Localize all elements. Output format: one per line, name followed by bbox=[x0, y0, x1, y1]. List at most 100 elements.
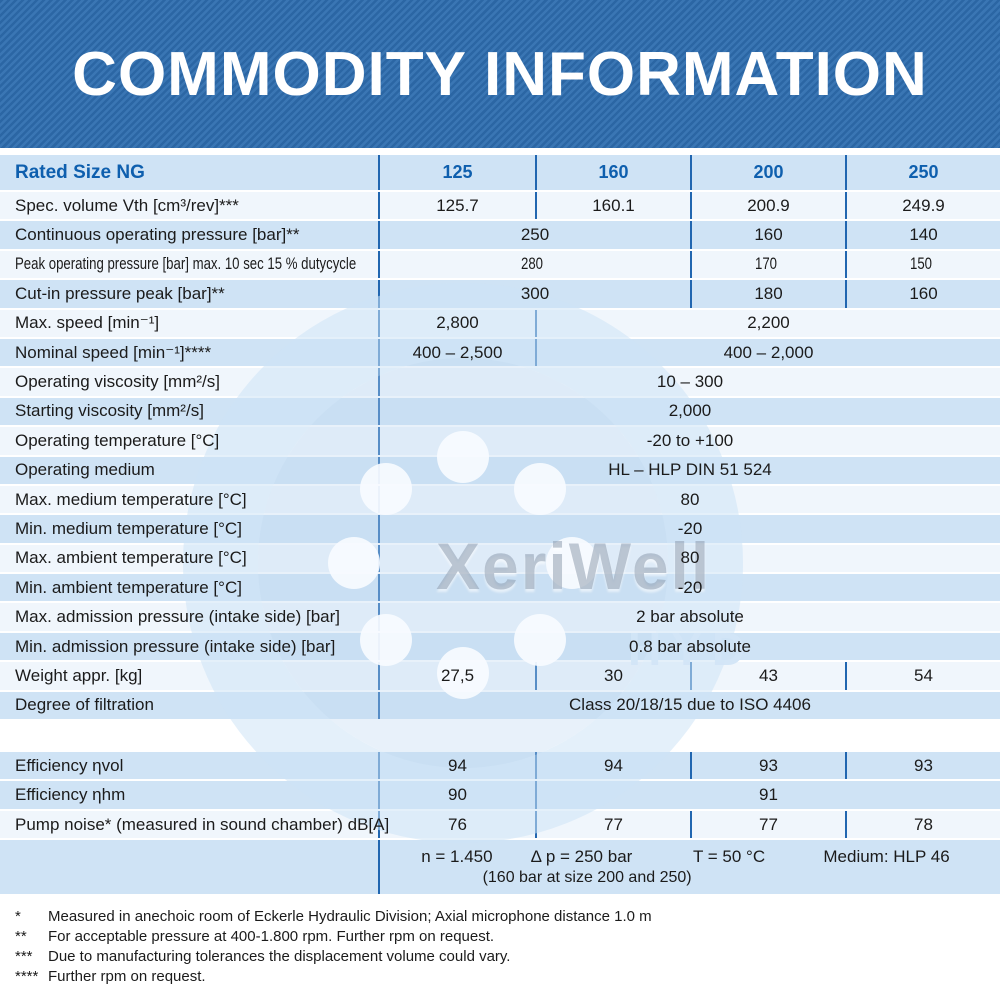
row-label-text: Min. ambient temperature [°C] bbox=[15, 577, 242, 597]
table-row: n = 1.450 Δ p = 250 bar T = 50 °C Medium: H… bbox=[0, 840, 1000, 897]
row-cells: 250 160 140 bbox=[378, 221, 1000, 249]
test-condition-value: T = 50 °C bbox=[692, 847, 766, 867]
footnote-marker: *** bbox=[15, 948, 33, 966]
cell-value-text: 250 bbox=[520, 225, 550, 245]
cell-value: 2,800 bbox=[380, 310, 535, 337]
column-header-text: 250 bbox=[908, 162, 939, 182]
row-label-text: Min. admission pressure (intake side) [b… bbox=[15, 636, 336, 656]
cell-value: 78 bbox=[845, 810, 1000, 839]
footnote: **** Further rpm on request. bbox=[15, 967, 1000, 987]
cell-value-text: 140 bbox=[909, 225, 938, 245]
footnote-marker: * bbox=[15, 908, 21, 926]
table-row: Efficiency ηvol 94 94 93 93 bbox=[0, 752, 1000, 782]
cell-value: 160.1 bbox=[535, 192, 690, 220]
cell-value: 250 bbox=[380, 221, 690, 248]
table-row: Max. admission pressure (intake side) [b… bbox=[0, 603, 1000, 633]
cell-value: 300 bbox=[380, 280, 690, 307]
table-row: Operating medium HL – HLP DIN 51 524 bbox=[0, 456, 1000, 486]
table-row: Pump noise* (measured in sound chamber) … bbox=[0, 810, 1000, 841]
cell-value-text: 400 – 2,500 bbox=[412, 342, 503, 362]
cell-value: 30 bbox=[535, 662, 690, 690]
title-banner: COMMODITY INFORMATION bbox=[0, 0, 1000, 148]
cell-value: 160 bbox=[690, 221, 845, 249]
row-label: Cut-in pressure peak [bar]** bbox=[0, 280, 378, 307]
cell-value-text: 2,000 bbox=[668, 401, 712, 421]
footnote-marker: ** bbox=[15, 928, 27, 946]
row-label: Operating medium bbox=[0, 457, 378, 484]
row-label: Pump noise* (measured in sound chamber) … bbox=[0, 811, 389, 838]
cell-value-text: 150 bbox=[909, 254, 932, 273]
row-cells: -20 bbox=[378, 515, 1000, 543]
row-cells: 2 bar absolute bbox=[378, 603, 1000, 631]
row-label-text: Nominal speed [min⁻¹]**** bbox=[15, 342, 212, 362]
cell-value: 150 bbox=[845, 250, 1000, 279]
table-row: Max. ambient temperature [°C] 80 bbox=[0, 544, 1000, 575]
row-label: Weight appr. [kg] bbox=[0, 662, 378, 689]
cell-value: 400 – 2,500 bbox=[380, 339, 535, 366]
table-header-label: Rated Size NG bbox=[0, 155, 378, 190]
cell-value-text: 80 bbox=[680, 489, 700, 509]
table-row: Operating viscosity [mm²/s] 10 – 300 bbox=[0, 368, 1000, 398]
row-label: Min. ambient temperature [°C] bbox=[0, 574, 378, 601]
row-label-text: Operating medium bbox=[15, 460, 155, 480]
cell-value: 77 bbox=[690, 810, 845, 839]
column-header-text: 200 bbox=[753, 162, 784, 182]
cell-value: 140 bbox=[845, 221, 1000, 249]
cell-value-text: 160 bbox=[754, 225, 783, 245]
table-row: Min. ambient temperature [°C] -20 bbox=[0, 574, 1000, 604]
spec-table: Rated Size NG 125 160 200 250 Spec. volume Vt… bbox=[0, 155, 1000, 722]
cell-value-text: 0.8 bar absolute bbox=[629, 636, 751, 656]
row-label-text: Min. medium temperature [°C] bbox=[15, 518, 242, 538]
test-condition-value: n = 1.450 bbox=[421, 847, 493, 867]
table-row: Peak operating pressure [bar] max. 10 se… bbox=[0, 250, 1000, 281]
row-label-text: Efficiency ηhm bbox=[15, 785, 126, 805]
row-cells: 400 – 2,500 400 – 2,000 bbox=[378, 338, 1000, 367]
row-cells: 300 180 160 bbox=[378, 280, 1000, 308]
row-label: Operating viscosity [mm²/s] bbox=[0, 368, 378, 395]
cell-value: -20 bbox=[380, 574, 1000, 601]
cell-value: 249.9 bbox=[845, 192, 1000, 220]
row-label: Degree of filtration bbox=[0, 692, 378, 719]
cell-value-text: 80 bbox=[680, 548, 700, 568]
cell-value-text: 249.9 bbox=[902, 195, 945, 215]
row-label-text: Max. medium temperature [°C] bbox=[15, 489, 247, 509]
table-row: Operating temperature [°C] -20 to +100 bbox=[0, 427, 1000, 457]
row-label-text: Pump noise* (measured in sound chamber) … bbox=[15, 814, 390, 834]
cell-value-text: HL – HLP DIN 51 524 bbox=[608, 460, 772, 480]
cell-value-text: 300 bbox=[520, 283, 550, 303]
table-header-row: Rated Size NG 125 160 200 250 bbox=[0, 155, 1000, 192]
row-label-text: Operating viscosity [mm²/s] bbox=[15, 372, 220, 392]
row-label-text: Efficiency ηvol bbox=[15, 755, 124, 775]
table-row: Starting viscosity [mm²/s] 2,000 bbox=[0, 397, 1000, 428]
cell-value: 94 bbox=[380, 752, 535, 779]
footnote-text: Further rpm on request. bbox=[48, 968, 206, 986]
footnote: *** Due to manufacturing tolerances the d… bbox=[15, 947, 1000, 967]
row-cells: 27,5 30 43 54 bbox=[378, 662, 1000, 690]
cell-value: 170 bbox=[690, 250, 845, 279]
table-row: Cut-in pressure peak [bar]** 300 180 160 bbox=[0, 280, 1000, 310]
table-row: Efficiency ηhm 90 91 bbox=[0, 781, 1000, 811]
cell-value: 180 bbox=[690, 280, 845, 308]
cell-value-text: 93 bbox=[914, 755, 933, 775]
cell-value: Class 20/18/15 due to ISO 4406 bbox=[380, 692, 1000, 719]
row-label-text: Max. ambient temperature [°C] bbox=[15, 548, 247, 568]
row-label-text: Max. speed [min⁻¹] bbox=[15, 313, 160, 333]
row-label: Operating temperature [°C] bbox=[0, 427, 378, 454]
cell-value-text: 160 bbox=[909, 283, 938, 303]
table-row: Nominal speed [min⁻¹]**** 400 – 2,500 400 … bbox=[0, 338, 1000, 369]
cell-value-text: -20 bbox=[677, 577, 703, 597]
table-row: Weight appr. [kg] 27,5 30 43 54 bbox=[0, 662, 1000, 692]
column-header: 200 bbox=[690, 155, 845, 190]
cell-value: 10 – 300 bbox=[380, 368, 1000, 395]
cell-value-text: 94 bbox=[448, 755, 467, 775]
cell-value: 160 bbox=[845, 280, 1000, 308]
footnote-text: Due to manufacturing tolerances the disp… bbox=[48, 948, 511, 966]
row-cells: 280 170 150 bbox=[378, 250, 1000, 279]
cell-value-text: 170 bbox=[754, 254, 777, 273]
row-cells: 125.7 160.1 200.9 249.9 bbox=[378, 192, 1000, 220]
cell-value-text: 2,200 bbox=[747, 313, 790, 333]
footnotes: * Measured in anechoic room of Eckerle Hy… bbox=[0, 907, 1000, 987]
row-cells: 80 bbox=[378, 485, 1000, 514]
row-label-text: Continuous operating pressure [bar]** bbox=[15, 225, 300, 245]
row-label: Max. admission pressure (intake side) [b… bbox=[0, 603, 378, 630]
